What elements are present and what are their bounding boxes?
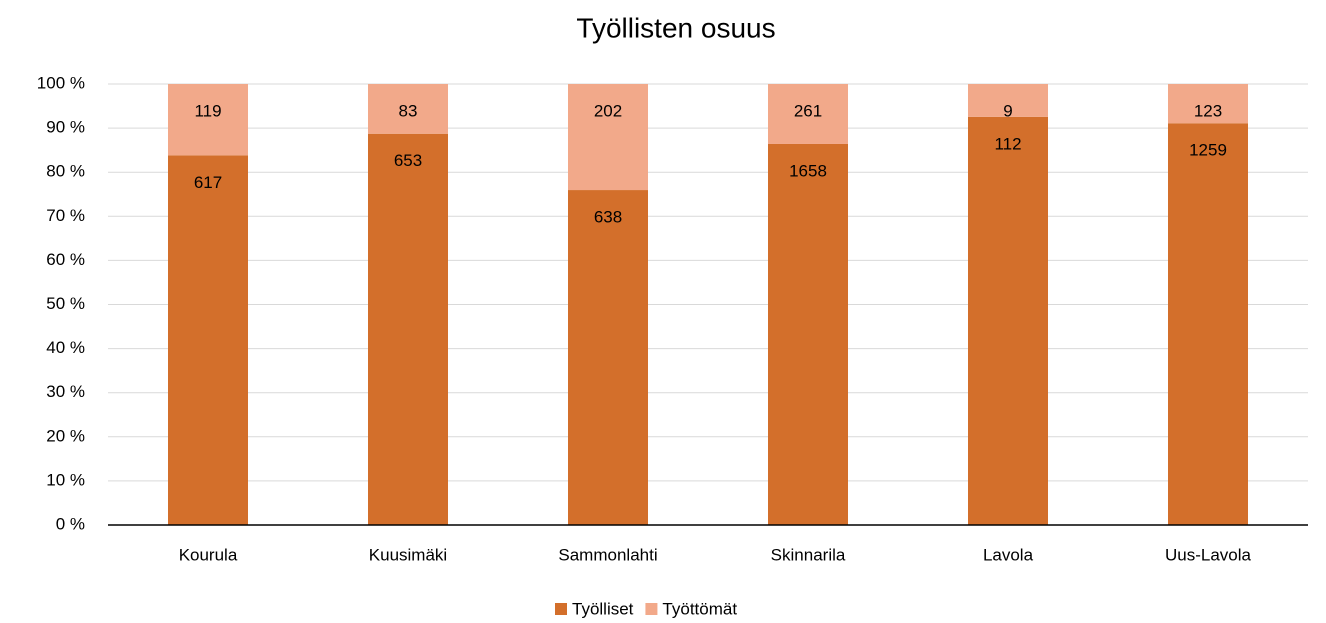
bar-segment: [168, 84, 248, 156]
x-tick-label: Lavola: [983, 545, 1034, 564]
y-tick-label: 70 %: [46, 206, 85, 225]
bar-segment: [568, 190, 648, 526]
y-tick-label: 0 %: [56, 514, 85, 533]
data-label: 9: [1003, 101, 1012, 120]
chart-title: Työllisten osuus: [576, 12, 775, 43]
y-tick-label: 80 %: [46, 162, 85, 181]
y-tick-label: 60 %: [46, 250, 85, 269]
y-tick-label: 90 %: [46, 118, 85, 137]
y-tick-label: 100 %: [37, 73, 85, 92]
bar-segment: [368, 84, 448, 134]
legend-label: Työlliset: [572, 599, 634, 618]
bar-segment: [568, 84, 648, 191]
legend-swatch: [645, 603, 658, 615]
y-tick-label: 40 %: [46, 338, 85, 357]
bar-segment: [1168, 84, 1248, 124]
data-label: 202: [594, 101, 622, 120]
data-label: 617: [194, 173, 222, 192]
data-label: 123: [1194, 101, 1222, 120]
y-tick-label: 10 %: [46, 470, 85, 489]
x-tick-label: Skinnarila: [771, 545, 846, 564]
data-label: 638: [594, 208, 622, 227]
x-tick-label: Kuusimäki: [369, 545, 447, 564]
x-tick-label: Uus-Lavola: [1165, 545, 1252, 564]
bar-segment: [1168, 123, 1248, 526]
bar-segment: [968, 116, 1048, 526]
data-label: 653: [394, 151, 422, 170]
data-label: 1259: [1189, 141, 1227, 160]
data-label: 1658: [789, 161, 827, 180]
bar-segment: [168, 155, 248, 526]
legend-label: Työttömät: [662, 599, 737, 618]
x-tick-label: Kourula: [179, 545, 238, 564]
data-label: 119: [194, 101, 221, 120]
bar-segment: [768, 143, 848, 525]
bar-segment: [768, 84, 848, 144]
data-label: 261: [794, 101, 822, 120]
y-tick-label: 30 %: [46, 382, 85, 401]
data-label: 112: [994, 134, 1021, 153]
x-tick-label: Sammonlahti: [558, 545, 657, 564]
legend-swatch: [555, 603, 567, 615]
y-tick-label: 50 %: [46, 294, 85, 313]
bar-segment: [968, 84, 1048, 117]
y-tick-label: 20 %: [46, 426, 85, 445]
bar-segment: [368, 133, 448, 525]
data-label: 83: [399, 101, 418, 120]
